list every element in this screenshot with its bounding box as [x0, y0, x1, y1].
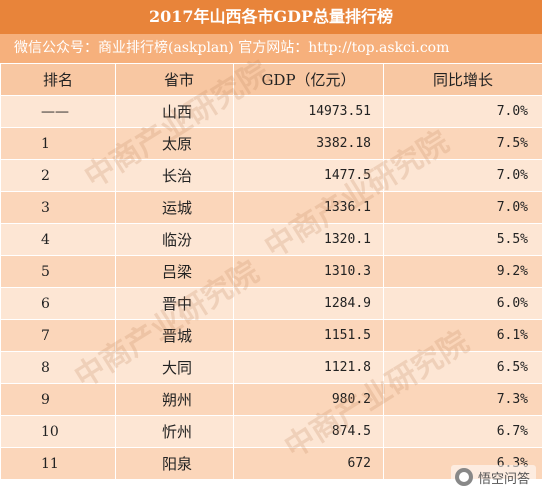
- gdp-cell: 1320.1: [233, 223, 384, 256]
- gdp-cell: 14973.51: [233, 95, 384, 128]
- growth-cell: 7.3%: [383, 383, 542, 416]
- city-cell: 长治: [115, 159, 234, 192]
- rank-cell: 10: [0, 415, 116, 448]
- city-cell: 吕梁: [115, 255, 234, 288]
- table-row: 10 忻州 874.5 6.7%: [0, 415, 542, 448]
- table-row: 2 长治 1477.5 7.0%: [0, 159, 542, 192]
- city-cell: 大同: [115, 351, 234, 384]
- wukong-badge: 悟空问答: [450, 465, 536, 489]
- table-row: 5 吕梁 1310.3 9.2%: [0, 255, 542, 288]
- table-body: —— 山西 14973.51 7.0% 1 太原 3382.18 7.5% 2 长治 1477.5 7…: [0, 95, 542, 480]
- table-header-row: 排名 省市 GDP（亿元） 同比增长: [0, 63, 542, 96]
- city-cell: 山西: [115, 95, 234, 128]
- growth-cell: 6.1%: [383, 319, 542, 352]
- growth-cell: 7.5%: [383, 127, 542, 160]
- gdp-cell: 980.2: [233, 383, 384, 416]
- growth-cell: 9.2%: [383, 255, 542, 288]
- gdp-cell: 1284.9: [233, 287, 384, 320]
- source-line: 微信公众号：商业排行榜(askplan) 官方网站：http://top.ask…: [0, 34, 542, 63]
- growth-cell: 6.0%: [383, 287, 542, 320]
- gdp-table: 排名 省市 GDP（亿元） 同比增长 —— 山西 14973.51 7.0% 1 太原 33…: [0, 63, 542, 480]
- gdp-cell: 1477.5: [233, 159, 384, 192]
- column-header-rank: 排名: [0, 63, 116, 96]
- city-cell: 晋中: [115, 287, 234, 320]
- table-row: 4 临汾 1320.1 5.5%: [0, 223, 542, 256]
- gdp-cell: 1310.3: [233, 255, 384, 288]
- rank-cell: 1: [0, 127, 116, 160]
- city-cell: 晋城: [115, 319, 234, 352]
- city-cell: 朔州: [115, 383, 234, 416]
- wukong-logo-icon: [454, 468, 473, 486]
- rank-cell: 8: [0, 351, 116, 384]
- column-header-gdp: GDP（亿元）: [233, 63, 384, 96]
- city-cell: 阳泉: [115, 447, 234, 480]
- growth-cell: 7.0%: [383, 95, 542, 128]
- table-row: 7 晋城 1151.5 6.1%: [0, 319, 542, 352]
- gdp-cell: 3382.18: [233, 127, 384, 160]
- badge-label: 悟空问答: [477, 471, 530, 487]
- rank-cell: 7: [0, 319, 116, 352]
- gdp-cell: 672: [233, 447, 384, 480]
- rank-cell: 6: [0, 287, 116, 320]
- table-row: 3 运城 1336.1 7.0%: [0, 191, 542, 224]
- growth-cell: 6.7%: [383, 415, 542, 448]
- column-header-growth: 同比增长: [383, 63, 542, 96]
- table-row: 1 太原 3382.18 7.5%: [0, 127, 542, 160]
- city-cell: 太原: [115, 127, 234, 160]
- rank-cell: ——: [0, 95, 116, 128]
- growth-cell: 7.0%: [383, 191, 542, 224]
- city-cell: 临汾: [115, 223, 234, 256]
- table-row: 6 晋中 1284.9 6.0%: [0, 287, 542, 320]
- rank-cell: 4: [0, 223, 116, 256]
- city-cell: 运城: [115, 191, 234, 224]
- growth-cell: 6.5%: [383, 351, 542, 384]
- table-row: 8 大同 1121.8 6.5%: [0, 351, 542, 384]
- gdp-cell: 1121.8: [233, 351, 384, 384]
- table-row: —— 山西 14973.51 7.0%: [0, 95, 542, 128]
- gdp-cell: 1151.5: [233, 319, 384, 352]
- rank-cell: 2: [0, 159, 116, 192]
- gdp-cell: 874.5: [233, 415, 384, 448]
- rank-cell: 11: [0, 447, 116, 480]
- rank-cell: 3: [0, 191, 116, 224]
- growth-cell: 7.0%: [383, 159, 542, 192]
- gdp-cell: 1336.1: [233, 191, 384, 224]
- column-header-city: 省市: [115, 63, 234, 96]
- table-title: 2017年山西各市GDP总量排行榜: [0, 0, 542, 34]
- growth-cell: 5.5%: [383, 223, 542, 256]
- rank-cell: 9: [0, 383, 116, 416]
- table-row: 9 朔州 980.2 7.3%: [0, 383, 542, 416]
- rank-cell: 5: [0, 255, 116, 288]
- city-cell: 忻州: [115, 415, 234, 448]
